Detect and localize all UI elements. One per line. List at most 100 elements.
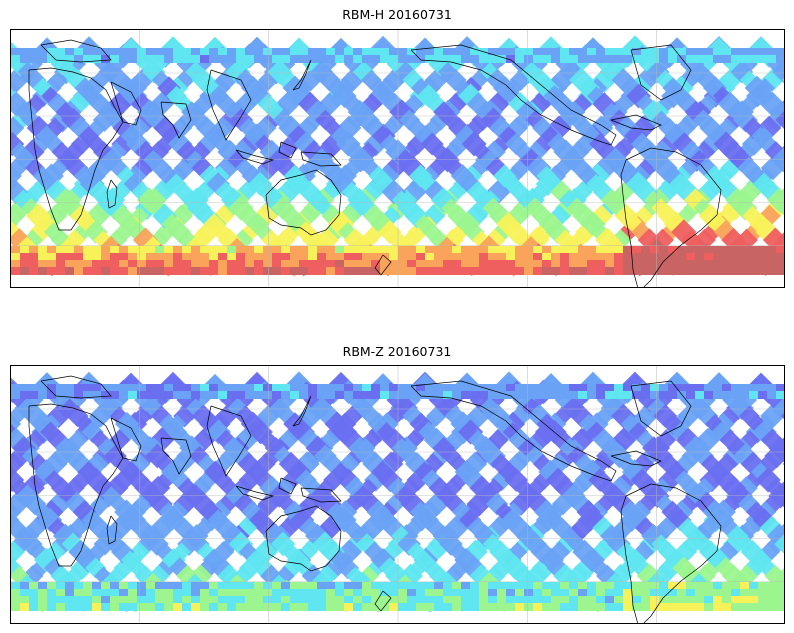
swath-tile bbox=[344, 476, 368, 500]
polar-band-cell bbox=[335, 596, 345, 604]
polar-band-cell bbox=[497, 582, 507, 590]
polar-band-cell bbox=[740, 48, 750, 56]
polar-band-cell bbox=[290, 596, 300, 604]
polar-band-cell bbox=[569, 384, 579, 392]
polar-band-cell bbox=[137, 48, 147, 56]
polar-band-cell bbox=[443, 384, 453, 392]
polar-band-cell bbox=[533, 596, 543, 604]
polar-band-cell bbox=[488, 246, 498, 254]
polar-band-cell bbox=[173, 384, 183, 392]
swath-tile bbox=[740, 540, 765, 564]
polar-band-cell bbox=[641, 589, 651, 597]
polar-band-cell bbox=[533, 55, 543, 63]
polar-band-cell bbox=[605, 589, 615, 597]
swath-tile bbox=[572, 539, 597, 565]
polar-band-cell bbox=[155, 596, 165, 604]
swath-tile bbox=[531, 205, 554, 227]
polar-band-cell bbox=[425, 582, 435, 590]
polar-band-cell bbox=[731, 48, 741, 56]
polar-band-cell bbox=[677, 384, 687, 392]
polar-band-cell bbox=[227, 589, 237, 597]
polar-band-cell bbox=[776, 596, 784, 604]
swath-tile bbox=[705, 414, 725, 434]
coastline bbox=[278, 477, 297, 495]
polar-band-cell bbox=[434, 260, 444, 268]
swath-tile bbox=[381, 179, 407, 205]
swath-tile bbox=[533, 469, 555, 491]
swath-tile bbox=[317, 403, 342, 429]
polar-band-cell bbox=[668, 55, 678, 63]
swath-tile bbox=[155, 542, 175, 562]
polar-band-cell bbox=[731, 246, 741, 254]
polar-band-cell bbox=[452, 246, 462, 254]
polar-band-cell bbox=[650, 246, 660, 254]
polar-band-cell bbox=[713, 253, 723, 261]
polar-band-cell bbox=[416, 260, 426, 268]
polar-band-cell bbox=[164, 48, 174, 56]
swath-tile bbox=[343, 228, 368, 252]
polar-band-cell bbox=[128, 253, 138, 261]
polar-band-cell bbox=[605, 596, 615, 604]
swath-tile bbox=[658, 556, 683, 580]
map-panel-top bbox=[10, 29, 785, 288]
polar-band-cell bbox=[245, 246, 255, 254]
polar-band-cell bbox=[722, 55, 732, 63]
polar-band-cell bbox=[587, 253, 597, 261]
polar-band-cell bbox=[407, 603, 417, 611]
swath-tile bbox=[341, 518, 362, 538]
polar-band-cell bbox=[686, 253, 696, 261]
polar-band-cell bbox=[155, 267, 165, 275]
polar-band-cell bbox=[74, 246, 84, 254]
polar-band-cell bbox=[479, 589, 489, 597]
swath-tile bbox=[169, 452, 193, 476]
swath-tile bbox=[636, 157, 658, 179]
polar-band-cell bbox=[308, 589, 318, 597]
polar-band-cell bbox=[767, 253, 777, 261]
polar-band-cell bbox=[452, 596, 462, 604]
polar-band-cell bbox=[137, 391, 147, 399]
polar-band-cell bbox=[713, 260, 723, 268]
polar-band-cell bbox=[11, 55, 21, 63]
swath-tile bbox=[43, 222, 64, 242]
polar-band-cell bbox=[398, 246, 408, 254]
polar-band-cell bbox=[587, 55, 597, 63]
polar-band-cell bbox=[272, 589, 282, 597]
polar-band-cell bbox=[758, 589, 768, 597]
polar-band-cell bbox=[497, 55, 507, 63]
polar-band-cell bbox=[407, 391, 417, 399]
swath-tile bbox=[336, 556, 360, 580]
polar-band-cell bbox=[101, 55, 111, 63]
polar-band-cell bbox=[704, 246, 714, 254]
swath-tile bbox=[276, 68, 299, 92]
swath-tile bbox=[441, 389, 463, 411]
polar-band-cell bbox=[758, 596, 768, 604]
polar-band-cell bbox=[560, 603, 570, 611]
polar-band-cell bbox=[128, 589, 138, 597]
polar-band-cell bbox=[101, 384, 111, 392]
polar-band-cell bbox=[164, 246, 174, 254]
swath-tile bbox=[191, 404, 215, 428]
polar-band-cell bbox=[281, 384, 291, 392]
polar-band-cell bbox=[551, 596, 561, 604]
polar-band-cell bbox=[380, 384, 390, 392]
polar-band-cell bbox=[497, 603, 507, 611]
swath-tile bbox=[696, 404, 719, 428]
swath-tile bbox=[507, 516, 532, 540]
swath-tile bbox=[675, 427, 701, 453]
polar-band-cell bbox=[47, 603, 57, 611]
polar-band-cell bbox=[506, 596, 516, 604]
polar-band-cell bbox=[38, 603, 48, 611]
polar-band-cell bbox=[470, 260, 480, 268]
polar-band-cell bbox=[344, 260, 354, 268]
swath-tile bbox=[25, 517, 47, 539]
swath-tile bbox=[146, 197, 168, 219]
polar-band-cell bbox=[632, 384, 642, 392]
polar-band-cell bbox=[272, 246, 282, 254]
polar-band-cell bbox=[722, 260, 732, 268]
polar-band-cell bbox=[749, 596, 759, 604]
polar-band-cell bbox=[209, 246, 219, 254]
polar-band-cell bbox=[11, 596, 21, 604]
swath-tile bbox=[107, 566, 127, 586]
polar-band-cell bbox=[515, 253, 525, 261]
swath-tile bbox=[189, 476, 212, 500]
